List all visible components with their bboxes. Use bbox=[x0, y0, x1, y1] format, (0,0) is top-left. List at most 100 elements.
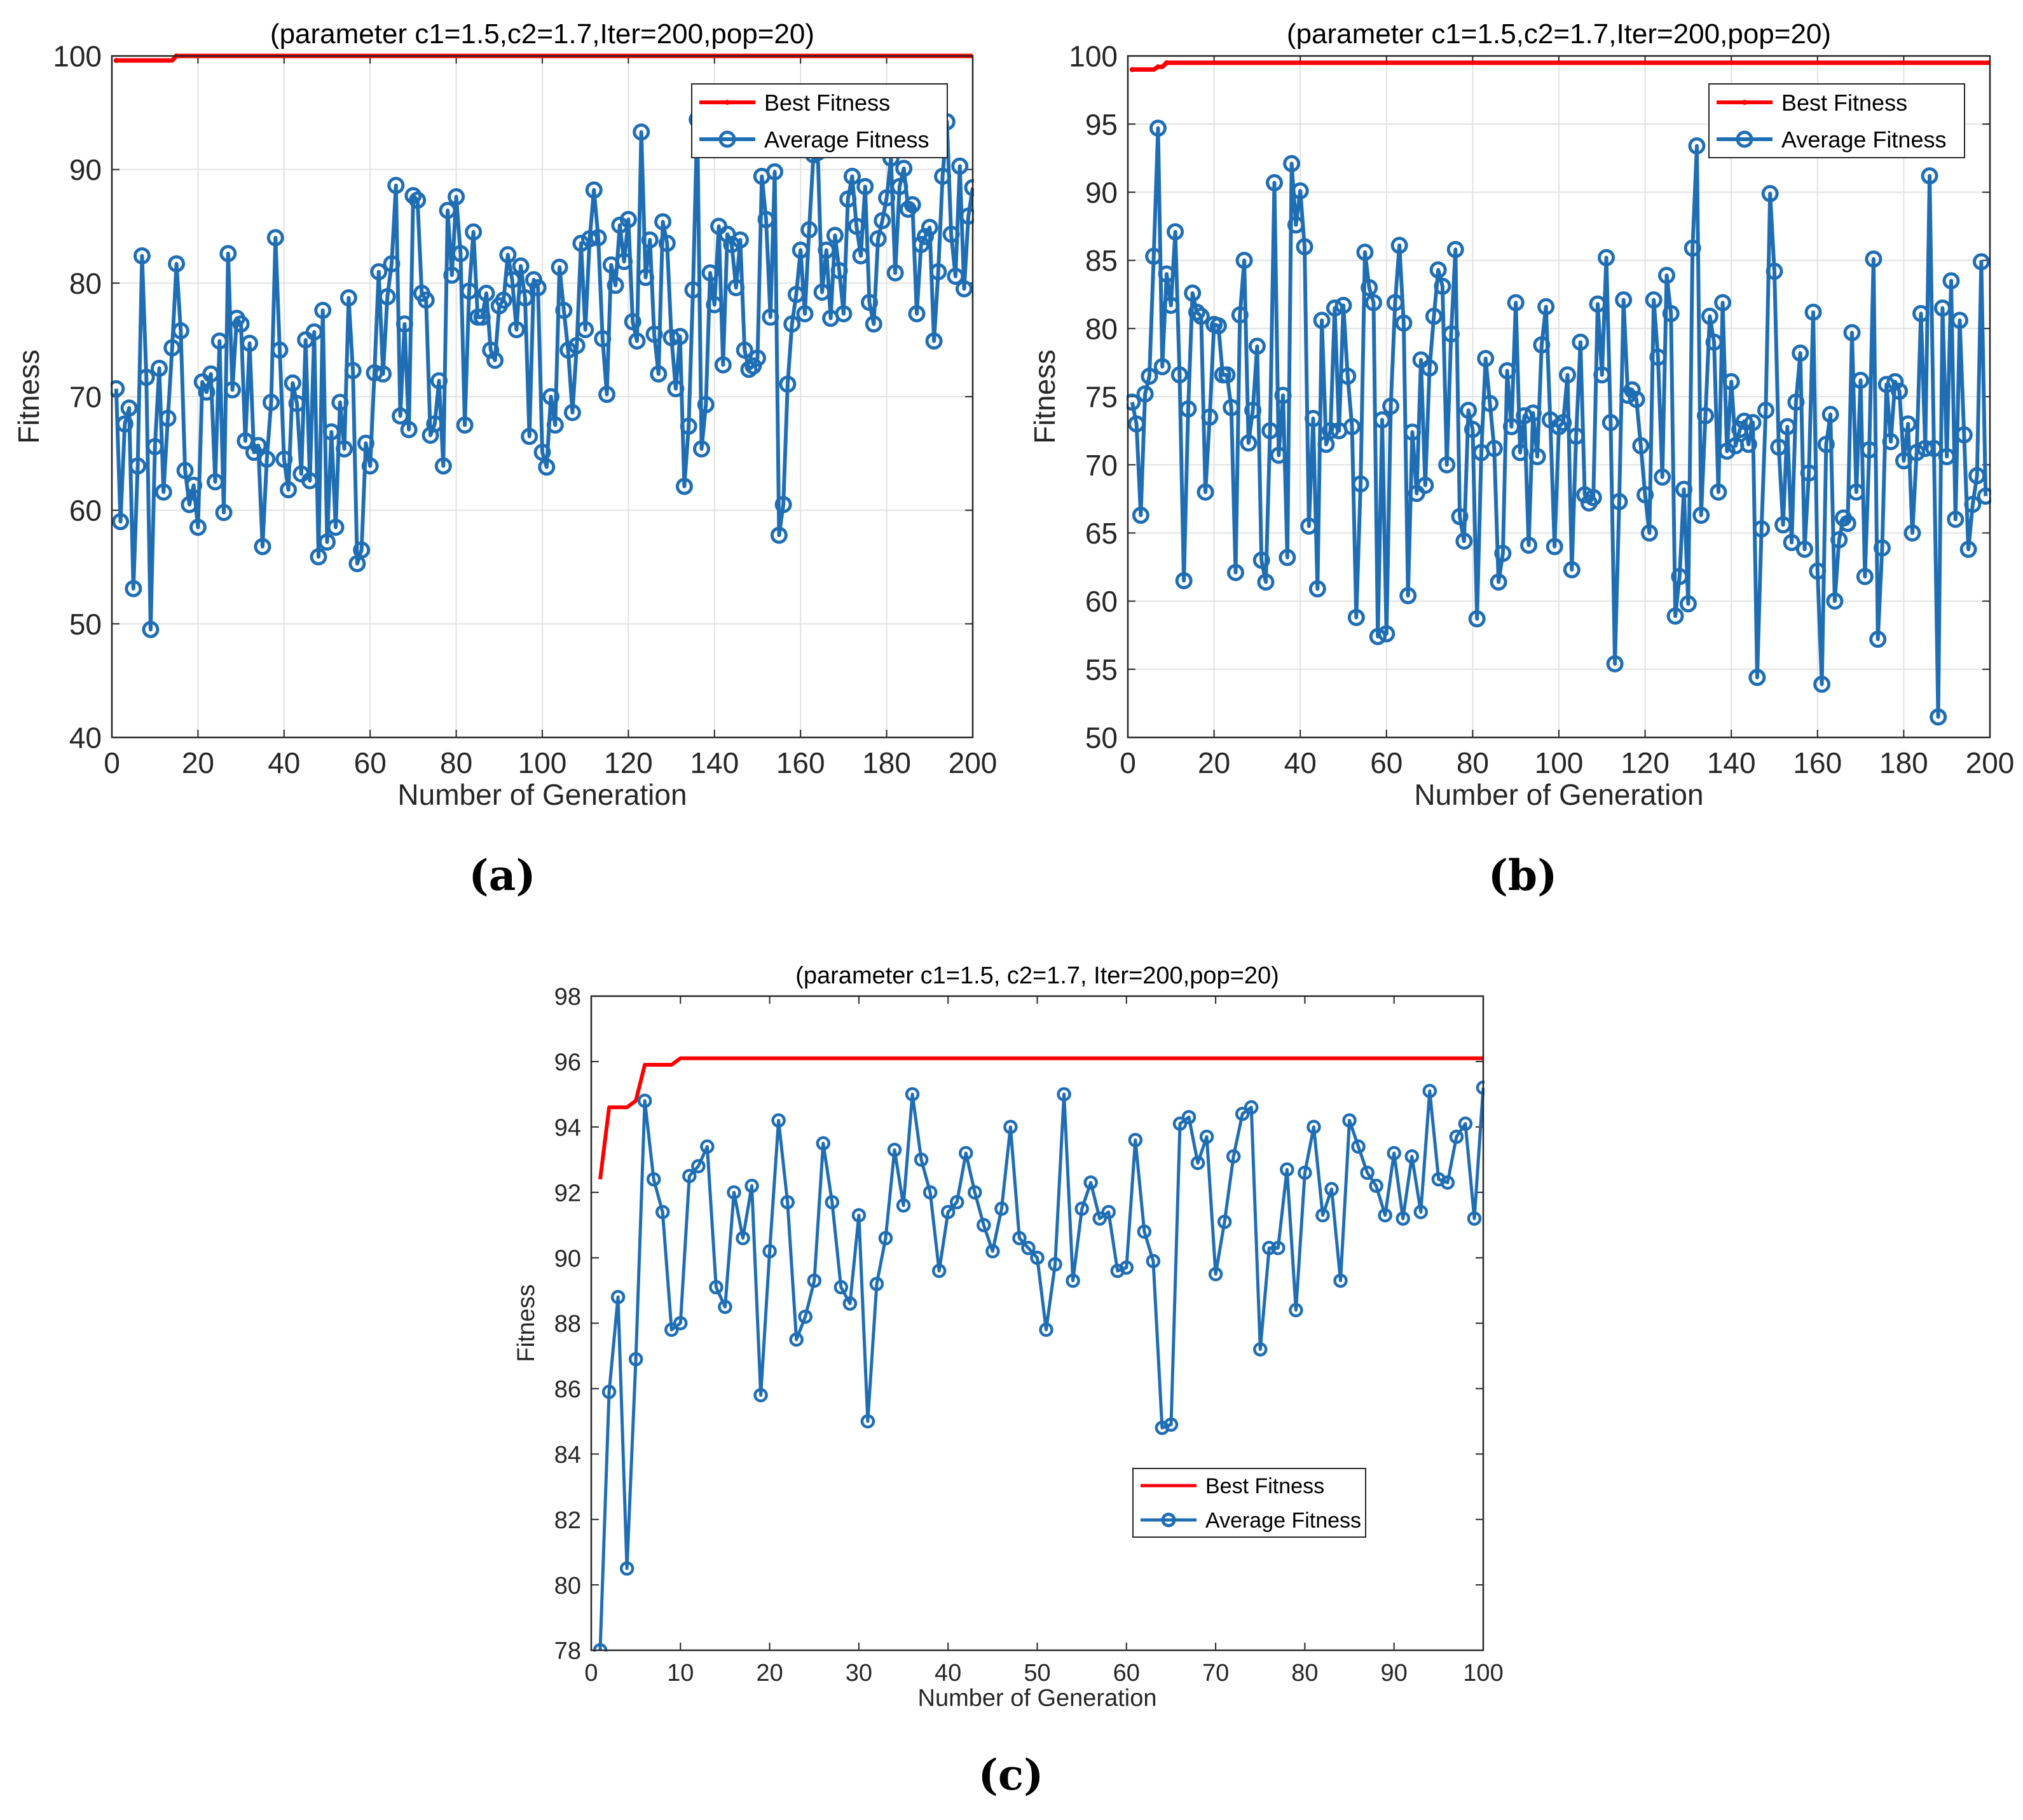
average-fitness-point bbox=[1865, 250, 1882, 268]
series-average-fitness bbox=[1127, 120, 1991, 726]
average-fitness-point bbox=[1252, 551, 1270, 569]
average-fitness-point bbox=[914, 1153, 929, 1167]
average-fitness-point bbox=[1502, 418, 1520, 435]
average-fitness-point bbox=[1451, 508, 1469, 526]
average-fitness-point bbox=[1132, 507, 1149, 524]
x-tick-label: 180 bbox=[1879, 746, 1928, 779]
y-tick-label: 95 bbox=[1085, 108, 1118, 141]
average-fitness-point bbox=[572, 235, 590, 252]
x-tick-label: 60 bbox=[1370, 746, 1402, 779]
average-fitness-point bbox=[1163, 1417, 1179, 1432]
series-best-fitness bbox=[598, 1056, 1483, 1180]
average-fitness-point bbox=[1684, 239, 1701, 257]
average-fitness-point bbox=[266, 229, 284, 247]
legend-label: Best Fitness bbox=[1205, 1474, 1324, 1498]
average-fitness-point bbox=[336, 440, 353, 458]
x-tick-label: 40 bbox=[268, 746, 300, 779]
average-fitness-point bbox=[568, 337, 586, 355]
y-axis-label: Fitness bbox=[1028, 350, 1061, 444]
average-fitness-point bbox=[762, 308, 779, 326]
average-fitness-point bbox=[1313, 311, 1331, 329]
average-fitness-point bbox=[1843, 324, 1861, 341]
average-fitness-point bbox=[1550, 418, 1568, 435]
average-fitness-point bbox=[619, 1561, 634, 1576]
average-fitness-point bbox=[1615, 291, 1633, 309]
y-tick-label: 65 bbox=[1085, 517, 1118, 550]
average-fitness-point bbox=[977, 1217, 991, 1233]
best-fitness-point bbox=[1129, 67, 1135, 72]
average-fitness-point bbox=[1584, 489, 1602, 507]
average-fitness-point bbox=[1382, 397, 1400, 415]
average-fitness-point bbox=[835, 305, 853, 323]
average-fitness-point bbox=[1628, 390, 1645, 408]
average-fitness-point bbox=[1951, 311, 1969, 329]
y-tick-label: 60 bbox=[69, 494, 102, 527]
average-fitness-point bbox=[1271, 1240, 1286, 1256]
average-fitness-point bbox=[577, 321, 594, 339]
average-fitness-point bbox=[1279, 549, 1296, 566]
average-fitness-point bbox=[1848, 483, 1865, 501]
average-fitness-point bbox=[1356, 243, 1374, 261]
average-fitness-point bbox=[185, 476, 203, 494]
y-tick-label: 80 bbox=[554, 1573, 581, 1599]
average-fitness-point bbox=[1813, 675, 1831, 693]
average-fitness-point bbox=[254, 538, 271, 556]
average-fitness-point bbox=[856, 177, 874, 195]
y-tick-label: 80 bbox=[1085, 312, 1118, 345]
average-fitness-point bbox=[1167, 223, 1184, 241]
average-fitness-point bbox=[1507, 294, 1525, 311]
average-fitness-point bbox=[1947, 510, 1965, 528]
average-fitness-point bbox=[860, 1414, 875, 1429]
average-fitness-point bbox=[1101, 1205, 1116, 1219]
average-fitness-point bbox=[1467, 1211, 1482, 1226]
average-fitness-point bbox=[1494, 545, 1512, 563]
x-tick-label: 80 bbox=[1291, 1660, 1318, 1687]
axes-box bbox=[111, 55, 974, 739]
average-fitness-point bbox=[641, 231, 659, 249]
average-fitness-point bbox=[667, 380, 685, 397]
average-fitness-point bbox=[275, 450, 293, 468]
average-fitness-point bbox=[521, 428, 538, 446]
average-fitness-point bbox=[1197, 483, 1214, 501]
x-tick-label: 60 bbox=[354, 746, 387, 779]
average-fitness-point bbox=[198, 383, 216, 401]
average-fitness-point bbox=[1235, 1106, 1250, 1121]
legend: Best Fitness Average Fitness bbox=[1132, 1468, 1366, 1538]
average-fitness-point bbox=[826, 226, 844, 244]
average-fitness-point bbox=[1315, 1208, 1330, 1222]
average-fitness-point bbox=[1455, 532, 1473, 550]
legend: Best Fitness Average Fitness bbox=[691, 83, 948, 158]
average-fitness-point bbox=[1860, 441, 1878, 459]
y-tick-label: 94 bbox=[554, 1114, 581, 1141]
average-fitness-point bbox=[607, 277, 624, 294]
average-fitness-point bbox=[1280, 1162, 1294, 1177]
average-fitness-point bbox=[1908, 444, 1926, 462]
x-tick-label: 200 bbox=[949, 746, 998, 779]
legend: Best Fitness Average Fitness bbox=[1708, 83, 1965, 158]
series-average-fitness bbox=[593, 1080, 1485, 1652]
average-fitness-point bbox=[1440, 1175, 1455, 1190]
average-fitness-point bbox=[344, 362, 362, 380]
average-fitness-point bbox=[314, 301, 332, 319]
average-fitness-point bbox=[1658, 266, 1675, 284]
average-fitness-point bbox=[650, 365, 668, 383]
average-fitness-point bbox=[1921, 167, 1938, 185]
average-fitness-point bbox=[1390, 236, 1408, 254]
average-fitness-point bbox=[1209, 317, 1227, 335]
average-fitness-point bbox=[499, 246, 517, 264]
average-fitness-point bbox=[1240, 434, 1258, 452]
average-fitness-point bbox=[370, 263, 388, 280]
average-fitness-point bbox=[516, 289, 534, 307]
legend-label: Best Fitness bbox=[764, 90, 890, 116]
average-fitness-point bbox=[934, 167, 952, 185]
average-fitness-point bbox=[486, 352, 504, 369]
average-fitness-point bbox=[891, 177, 909, 195]
average-fitness-point bbox=[1422, 1083, 1437, 1098]
average-fitness-point bbox=[887, 1142, 902, 1158]
average-fitness-point bbox=[404, 187, 422, 205]
average-fitness-point bbox=[1306, 1119, 1321, 1135]
average-fitness-point bbox=[903, 196, 921, 214]
average-fitness-point bbox=[288, 395, 306, 413]
average-fitness-point bbox=[658, 235, 676, 252]
